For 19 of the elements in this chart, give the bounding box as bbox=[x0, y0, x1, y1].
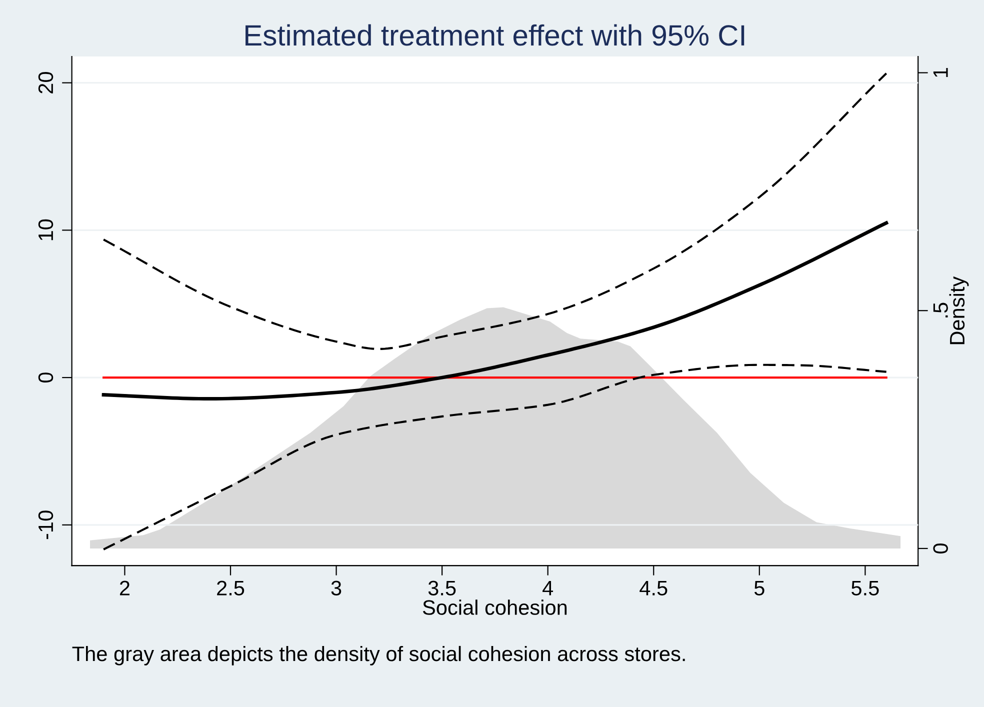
y-tick-label: 0 bbox=[38, 372, 54, 383]
y-tick-label: 10 bbox=[38, 219, 54, 240]
x-tick-label: 4.5 bbox=[640, 580, 668, 596]
x-tick-label: 5.5 bbox=[852, 580, 879, 596]
x-tick-label: 5 bbox=[754, 580, 764, 596]
y2-tick-label: 0 bbox=[933, 543, 948, 554]
y2-axis-title: Density bbox=[949, 276, 969, 344]
x-tick-label: 3 bbox=[331, 580, 342, 596]
y-tick-label: -10 bbox=[38, 510, 54, 540]
chart-title: Estimated treatment effect with 95% CI bbox=[246, 24, 744, 46]
y-tick-label: 20 bbox=[38, 72, 54, 94]
x-tick-label: 2.5 bbox=[217, 580, 244, 596]
y2-tick-label: .5 bbox=[933, 302, 948, 318]
x-tick-label: 4 bbox=[542, 580, 554, 596]
y2-tick-label: 1 bbox=[933, 68, 948, 77]
x-tick-label: 3.5 bbox=[428, 580, 456, 596]
x-axis-title: Social cohesion bbox=[422, 600, 567, 615]
text: The gray area depicts the density of social cohesion across stores. bbox=[72, 646, 685, 666]
x-tick-label: 2 bbox=[120, 580, 130, 596]
